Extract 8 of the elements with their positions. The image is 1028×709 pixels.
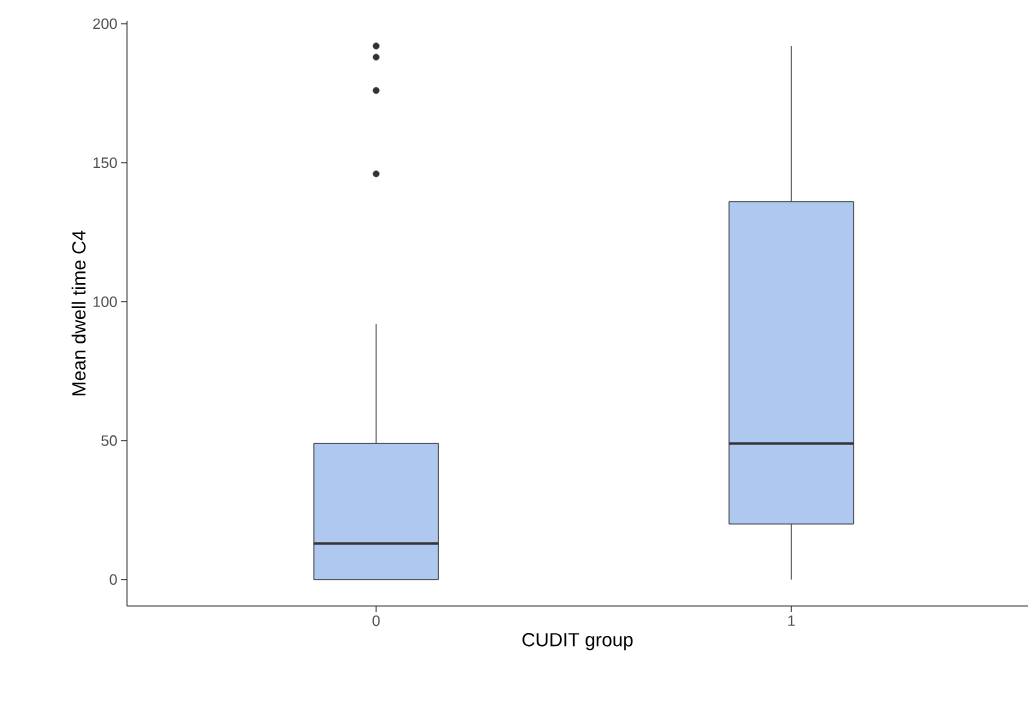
x-axis-title: CUDIT group [522,632,633,651]
x-tick-label: 1 [788,615,795,626]
y-tick-label: 200 [93,18,117,30]
y-tick-label: 150 [93,157,117,169]
y-tick-label: 100 [93,296,117,307]
y-axis-title: Mean dwell time C4 [71,230,86,396]
y-tick-label: 0 [109,574,117,585]
y-tick-label: 50 [101,435,117,446]
